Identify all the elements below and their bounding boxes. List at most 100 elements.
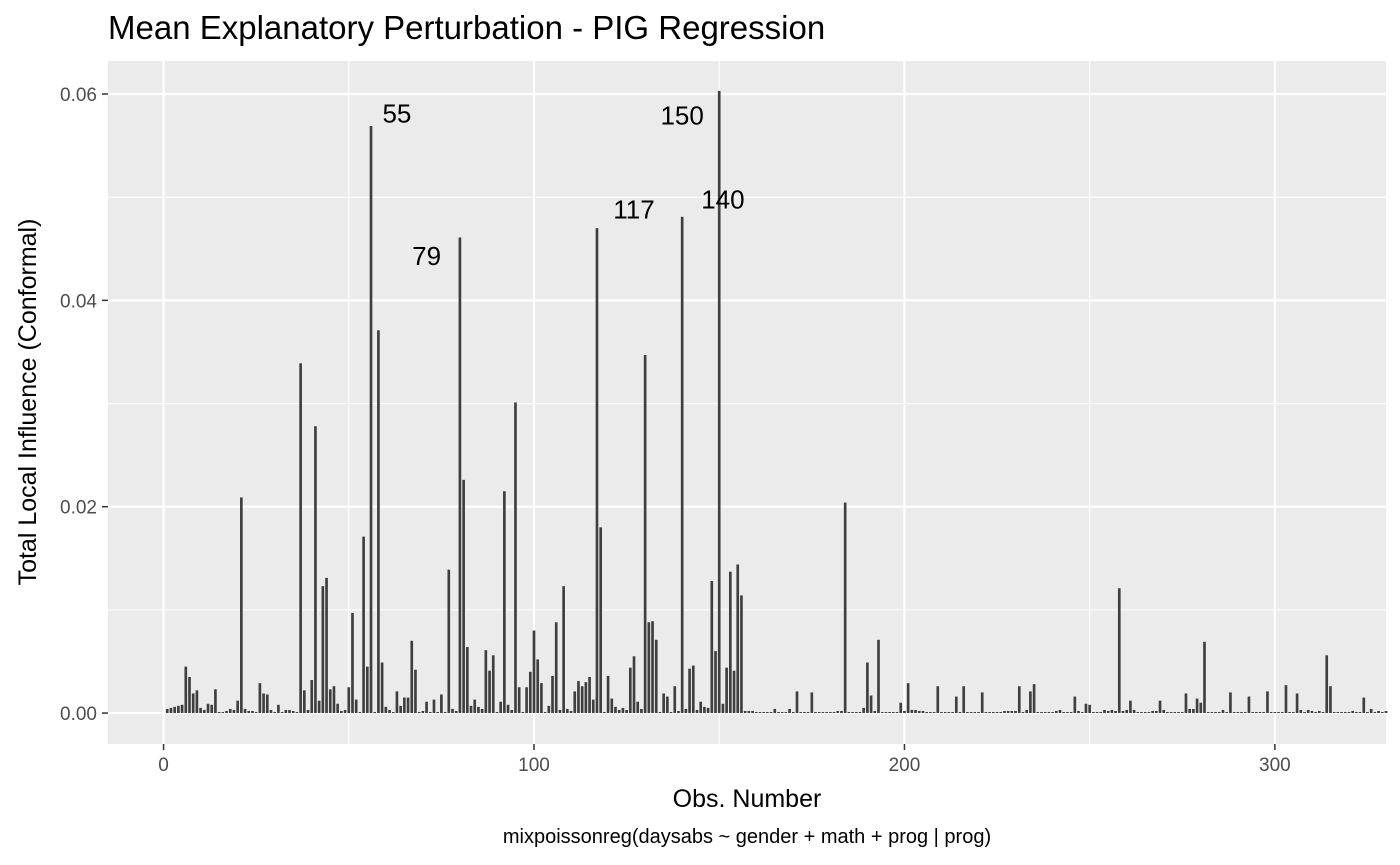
bar	[321, 586, 325, 714]
bar	[1129, 700, 1132, 714]
bar	[621, 707, 625, 714]
bar	[884, 712, 888, 714]
bar	[754, 712, 758, 714]
bar	[243, 708, 247, 714]
bar	[1310, 710, 1314, 714]
bar	[440, 694, 443, 714]
bar	[917, 710, 921, 714]
annotation-labels: 55 79 117 140 150	[382, 99, 744, 271]
bar	[284, 709, 288, 714]
bar	[462, 479, 465, 714]
bar	[762, 712, 766, 714]
bar	[795, 691, 799, 714]
bar	[673, 686, 677, 714]
bar	[1043, 712, 1047, 714]
bar	[736, 564, 740, 714]
bar	[1136, 712, 1140, 714]
bar	[699, 701, 703, 714]
bar	[514, 402, 517, 714]
bar	[840, 710, 843, 714]
bar	[1192, 708, 1195, 714]
bar	[1321, 712, 1325, 714]
bar	[780, 712, 784, 714]
bar	[862, 707, 866, 714]
annotation-label: 55	[382, 99, 411, 129]
bar	[554, 622, 558, 714]
bar	[643, 355, 647, 714]
bar	[1255, 712, 1258, 714]
annotation-label: 117	[613, 195, 654, 225]
bar	[428, 712, 432, 714]
bar	[306, 709, 310, 714]
bar	[654, 639, 658, 714]
bar	[291, 710, 295, 714]
annotation-label: 140	[701, 184, 744, 214]
bar	[914, 709, 917, 714]
bar	[310, 680, 314, 714]
bar	[414, 669, 417, 714]
bar	[932, 712, 936, 714]
bar	[1147, 712, 1151, 714]
bar	[825, 712, 828, 714]
bar	[528, 671, 532, 714]
bar	[1329, 686, 1332, 714]
bar	[199, 707, 202, 714]
y-axis-ticks: 0.00 0.02 0.04 0.06	[60, 85, 108, 725]
bar	[299, 363, 302, 714]
bar	[1125, 709, 1129, 714]
bar	[1188, 708, 1192, 714]
bar	[1221, 709, 1225, 714]
bar	[1017, 686, 1021, 714]
bar	[421, 710, 425, 714]
bar	[1347, 712, 1351, 714]
bar	[1317, 710, 1321, 714]
bar	[1154, 710, 1158, 714]
bar	[1373, 712, 1377, 714]
bar	[614, 706, 617, 714]
bar	[1036, 712, 1040, 714]
bar	[714, 651, 717, 714]
bar	[395, 691, 399, 714]
bar	[484, 650, 488, 714]
bar	[265, 694, 269, 714]
bar	[732, 670, 736, 714]
bar	[829, 712, 832, 714]
bar	[1184, 693, 1188, 714]
bar	[477, 706, 480, 714]
bar	[640, 708, 643, 714]
bar	[277, 704, 280, 714]
bar	[954, 696, 958, 714]
bar	[488, 670, 491, 714]
bar	[843, 502, 847, 714]
bar	[1351, 710, 1354, 714]
bar	[758, 712, 762, 714]
bar	[1062, 712, 1066, 714]
bar	[340, 710, 343, 714]
bar	[1295, 693, 1299, 714]
bar	[180, 704, 184, 714]
bar	[432, 699, 436, 714]
bar	[369, 125, 373, 714]
bar	[677, 710, 680, 714]
bar	[173, 706, 177, 714]
bar	[225, 710, 228, 714]
bar	[669, 712, 673, 714]
bar	[810, 692, 814, 714]
bar	[1273, 712, 1277, 714]
bar	[280, 712, 284, 714]
bar	[836, 710, 840, 714]
bar	[1306, 709, 1310, 714]
bar	[351, 612, 354, 714]
x-axis-title: Obs. Number	[673, 785, 822, 813]
bar	[662, 693, 665, 714]
bar	[443, 712, 447, 714]
bar	[1343, 712, 1347, 714]
bar	[1069, 712, 1073, 714]
bar	[1236, 712, 1240, 714]
bar	[1377, 710, 1380, 714]
bar	[403, 697, 406, 714]
bar	[458, 237, 462, 714]
bar	[877, 639, 880, 714]
y-tick-label: 0.00	[60, 704, 97, 725]
